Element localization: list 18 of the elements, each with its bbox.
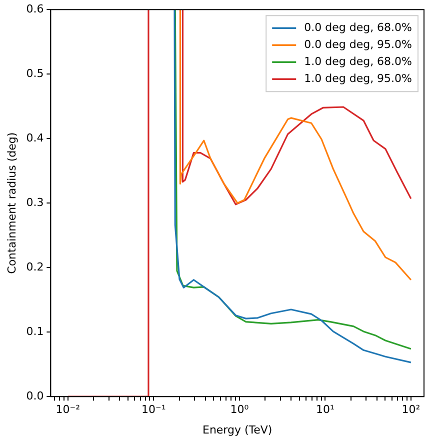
x-tick-label: 10¹ [316, 403, 334, 416]
y-tick-label: 0.1 [26, 324, 44, 338]
y-tick-label: 0.5 [26, 66, 44, 80]
y-tick-label: 0.4 [26, 131, 44, 144]
legend-label: 1.0 deg deg, 68.0% [304, 54, 412, 68]
x-tick-label: 10⁻² [56, 403, 80, 416]
y-axis-title: Containment radius (deg) [5, 132, 18, 274]
x-tick-label: 10⁰ [230, 403, 250, 416]
x-tick-label: 10² [402, 403, 420, 416]
legend-label: 1.0 deg deg, 95.0% [304, 72, 412, 85]
legend-label: 0.0 deg deg, 95.0% [304, 38, 412, 51]
y-tick-label: 0.0 [26, 389, 44, 402]
y-tick-label: 0.3 [26, 196, 44, 209]
legend-label: 0.0 deg deg, 68.0% [304, 20, 412, 34]
x-tick-label: 10⁻¹ [142, 403, 166, 416]
y-tick-label: 0.2 [26, 260, 44, 274]
x-axis-title: Energy (TeV) [202, 423, 272, 436]
y-tick-label: 0.6 [26, 2, 44, 16]
